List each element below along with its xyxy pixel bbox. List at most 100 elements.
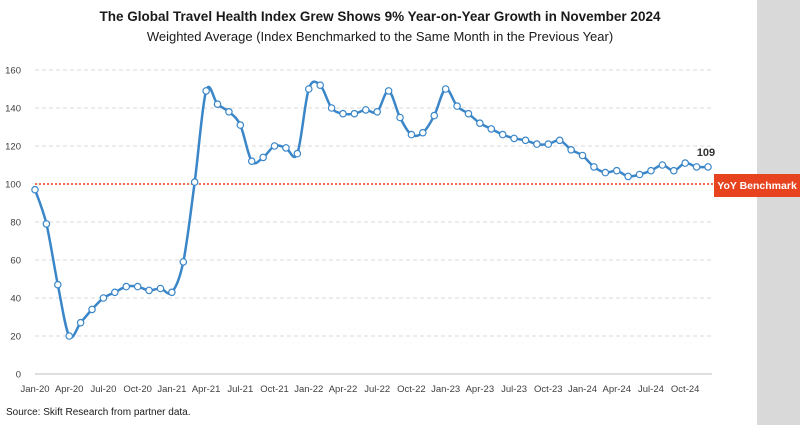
y-tick-label: 0 bbox=[16, 370, 21, 381]
data-point bbox=[453, 102, 461, 110]
last-value-label: 109 bbox=[697, 147, 715, 159]
gridlines bbox=[35, 69, 712, 337]
data-point bbox=[270, 142, 279, 150]
data-point bbox=[681, 159, 689, 167]
data-point bbox=[54, 280, 62, 289]
x-tick-label: Apr-24 bbox=[602, 384, 631, 395]
x-tick-label: Oct-21 bbox=[260, 384, 289, 395]
data-point bbox=[658, 161, 667, 169]
source-note: Source: Skift Research from partner data… bbox=[6, 407, 191, 418]
x-tick-label: Apr-22 bbox=[329, 384, 358, 395]
data-point bbox=[350, 109, 359, 118]
data-point bbox=[521, 136, 530, 145]
data-point bbox=[692, 163, 701, 171]
data-point bbox=[236, 121, 245, 129]
data-point bbox=[88, 305, 96, 314]
x-tick-label: Apr-21 bbox=[192, 384, 221, 395]
data-point bbox=[567, 146, 575, 154]
x-tick-label: Jan-22 bbox=[294, 384, 323, 395]
data-point bbox=[669, 166, 678, 175]
data-point bbox=[293, 149, 302, 158]
x-tick-label: Jan-24 bbox=[568, 384, 597, 395]
data-point bbox=[122, 282, 131, 291]
x-tick-label: Apr-23 bbox=[466, 384, 495, 395]
data-point bbox=[498, 130, 507, 139]
x-axis-ticks: Jan-20 Apr-20 Jul-20 Oct-20 Jan-21 Apr-21 Jul-… bbox=[20, 384, 699, 395]
data-point bbox=[111, 288, 119, 297]
data-point bbox=[179, 258, 188, 266]
data-point bbox=[464, 109, 473, 118]
data-point bbox=[168, 288, 176, 297]
data-point bbox=[635, 170, 644, 179]
data-point bbox=[42, 220, 51, 228]
data-point bbox=[327, 104, 336, 112]
data-point bbox=[624, 172, 632, 181]
benchmark-label: YoY Benchmark bbox=[714, 174, 800, 197]
x-tick-label: Oct-20 bbox=[123, 384, 152, 395]
data-point bbox=[510, 134, 518, 143]
y-tick-label: 120 bbox=[5, 142, 21, 153]
data-point bbox=[259, 153, 267, 162]
data-point bbox=[247, 157, 256, 166]
data-point bbox=[361, 106, 370, 114]
x-tick-label: Jan-20 bbox=[20, 384, 49, 395]
data-point bbox=[213, 100, 222, 109]
data-point bbox=[384, 87, 393, 95]
data-point bbox=[76, 318, 85, 327]
data-point bbox=[304, 85, 313, 93]
x-tick-label: Jul-22 bbox=[364, 384, 390, 395]
data-point bbox=[419, 128, 427, 137]
data-point bbox=[533, 140, 541, 148]
line-chart: 0 20 40 60 80 100 120 140 160 Jan-20 Apr-20 Jul-20… bbox=[5, 66, 715, 396]
y-tick-label: 40 bbox=[10, 294, 21, 305]
data-point bbox=[647, 166, 655, 175]
data-point bbox=[282, 144, 290, 152]
x-tick-label: Jul-21 bbox=[227, 384, 253, 395]
data-point bbox=[430, 111, 439, 120]
data-point bbox=[316, 81, 324, 90]
y-tick-label: 60 bbox=[10, 256, 21, 267]
data-point bbox=[65, 332, 74, 340]
y-axis-ticks: 0 20 40 60 80 100 120 140 160 bbox=[5, 66, 21, 381]
data-point bbox=[225, 108, 233, 116]
data-point bbox=[133, 282, 142, 291]
data-point bbox=[476, 119, 484, 128]
data-point bbox=[31, 185, 39, 194]
data-point bbox=[544, 140, 553, 148]
data-point bbox=[339, 109, 347, 118]
x-tick-label: Jan-23 bbox=[431, 384, 460, 395]
data-point bbox=[407, 130, 416, 139]
x-tick-label: Oct-23 bbox=[534, 384, 563, 395]
x-tick-label: Oct-22 bbox=[397, 384, 426, 395]
x-tick-label: Apr-20 bbox=[55, 384, 84, 395]
data-point bbox=[145, 286, 153, 295]
data-point bbox=[202, 87, 210, 95]
data-markers bbox=[31, 81, 712, 340]
y-tick-label: 20 bbox=[10, 332, 21, 343]
data-point bbox=[441, 85, 450, 93]
series-line bbox=[33, 80, 709, 339]
data-point bbox=[396, 113, 404, 122]
data-point bbox=[373, 108, 382, 116]
x-tick-label: Jan-21 bbox=[157, 384, 186, 395]
data-point bbox=[99, 294, 108, 302]
x-tick-label: Oct-24 bbox=[671, 384, 700, 395]
y-tick-label: 160 bbox=[5, 66, 21, 77]
data-point bbox=[704, 163, 712, 171]
y-tick-label: 80 bbox=[10, 218, 21, 229]
x-tick-label: Jul-24 bbox=[638, 384, 664, 395]
data-point bbox=[612, 166, 621, 175]
chart-subtitle: Weighted Average (Index Benchmarked to t… bbox=[146, 29, 614, 44]
right-side-band bbox=[757, 0, 800, 425]
data-point bbox=[190, 178, 199, 186]
data-point bbox=[601, 168, 610, 177]
data-point bbox=[590, 163, 598, 171]
data-point bbox=[578, 151, 587, 160]
y-tick-label: 140 bbox=[5, 104, 21, 115]
data-point bbox=[156, 284, 165, 293]
chart-title: The Global Travel Health Index Grew Show… bbox=[99, 9, 661, 24]
data-point bbox=[487, 125, 496, 133]
x-tick-label: Jul-20 bbox=[91, 384, 117, 395]
x-tick-label: Jul-23 bbox=[501, 384, 527, 395]
data-point bbox=[555, 136, 564, 145]
